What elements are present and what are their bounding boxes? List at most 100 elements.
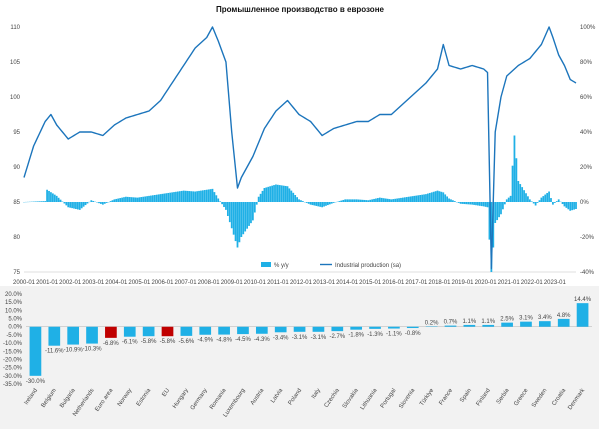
y-right-tick-label: 80%: [580, 60, 593, 66]
country-category-label: Poland: [288, 388, 304, 407]
yoy-bar: [507, 197, 510, 202]
country-category-label: Portugal: [380, 388, 398, 410]
country-category-label: Serbia: [496, 387, 511, 405]
yoy-bar: [180, 190, 183, 202]
bar-y-tick-label: -15.0%: [3, 349, 23, 355]
yoy-bar: [530, 201, 533, 202]
yoy-bar: [265, 187, 268, 202]
yoy-bar: [182, 190, 185, 202]
x-tick-label: 2004-01: [105, 280, 128, 286]
yoy-bar: [71, 202, 73, 209]
yoy-bar: [200, 190, 202, 202]
yoy-bar: [453, 201, 456, 202]
yoy-bar: [165, 193, 168, 202]
yoy-bar: [436, 190, 439, 202]
country-bar: [482, 324, 495, 327]
yoy-bar: [226, 202, 229, 216]
country-bar: [180, 326, 193, 336]
yoy-bar: [402, 197, 404, 202]
yoy-bar: [225, 202, 227, 210]
yoy-bar: [552, 202, 554, 205]
country-bar: [388, 326, 400, 329]
yoy-bar: [352, 199, 354, 202]
yoy-bar: [409, 196, 412, 202]
country-bar: [255, 326, 268, 334]
yoy-bar: [540, 197, 543, 202]
yoy-bar: [452, 200, 454, 202]
yoy-bar: [190, 191, 193, 202]
yoy-bar: [238, 202, 241, 243]
yoy-bar: [321, 202, 324, 208]
yoy-bar: [273, 185, 275, 202]
yoy-bar: [115, 198, 118, 202]
country-category-label: Bulgaria: [59, 387, 77, 409]
yoy-bar: [219, 201, 222, 202]
yoy-bar: [242, 202, 245, 235]
country-bar: [557, 318, 570, 327]
bar-y-tick-label: 0.0%: [8, 325, 22, 331]
yoy-bar: [527, 196, 529, 202]
yoy-bar: [305, 202, 308, 203]
country-bar-value-label: -2.7%: [329, 334, 345, 340]
yoy-bar: [340, 200, 343, 202]
yoy-bar: [557, 199, 560, 202]
country-bar: [520, 321, 532, 327]
yoy-bar: [101, 202, 104, 205]
yoy-bar: [359, 199, 362, 202]
y-left-tick-label: 100: [10, 95, 21, 101]
yoy-bar: [263, 188, 266, 202]
yoy-bar: [461, 202, 464, 204]
country-category-label: Germany: [190, 388, 209, 412]
yoy-bar: [319, 202, 322, 207]
yoy-bar: [86, 202, 89, 204]
yoy-bar: [136, 197, 139, 202]
country-category-label: Belgium: [41, 388, 58, 409]
country-category-label: Norway: [117, 388, 134, 408]
y-left-tick-label: 90: [13, 165, 20, 171]
yoy-bar: [251, 202, 254, 221]
yoy-bar: [73, 202, 75, 209]
yoy-bar: [538, 200, 541, 202]
yoy-bar: [198, 190, 200, 202]
yoy-bar: [384, 198, 387, 202]
x-tick-label: 2016-01: [382, 280, 405, 286]
yoy-bar: [509, 195, 512, 202]
country-bar: [444, 325, 457, 327]
yoy-bar: [330, 202, 333, 204]
y-right-tick-label: 100%: [580, 25, 596, 31]
yoy-bar: [230, 202, 233, 229]
yoy-bar: [369, 199, 372, 202]
yoy-bar: [325, 202, 327, 206]
x-tick-label: 2001-01: [36, 280, 59, 286]
country-bar: [86, 326, 98, 344]
yoy-bar: [150, 195, 152, 202]
legend-swatch-yoy: [261, 262, 271, 267]
yoy-bar: [153, 195, 156, 202]
y-right-tick-label: -20%: [580, 235, 595, 241]
yoy-bar: [46, 189, 48, 202]
yoy-bar: [421, 194, 424, 202]
country-bar-value-label: 14.4%: [574, 297, 592, 303]
bar-y-tick-label: 10.0%: [5, 308, 23, 314]
yoy-bar: [205, 189, 208, 202]
yoy-bar: [207, 189, 210, 202]
yoy-bar: [390, 199, 393, 202]
yoy-bar: [280, 185, 283, 202]
x-tick-label: 2011-01: [267, 280, 289, 286]
yoy-bar: [234, 202, 237, 242]
yoy-bar: [92, 200, 95, 202]
yoy-bar: [155, 194, 158, 202]
country-yoy-bar-chart: 20.0% 15.0% 10.0% 5.0% 0.0% -5.0% -10.0% -15.0%…: [0, 286, 599, 429]
country-category-label: Greece: [513, 387, 530, 407]
yoy-bar: [403, 197, 406, 202]
bar-y-tick-label: -30.0%: [3, 374, 23, 380]
yoy-bar: [80, 202, 83, 209]
yoy-bar: [338, 201, 341, 202]
yoy-bar: [255, 202, 258, 205]
y-left-tick-label: 80: [13, 235, 20, 241]
country-bar-value-label: -3.4%: [273, 335, 289, 341]
yoy-bar: [477, 202, 479, 206]
yoy-bar: [209, 189, 212, 202]
yoy-bar: [327, 202, 329, 206]
y-left-tick-label: 105: [10, 60, 21, 66]
